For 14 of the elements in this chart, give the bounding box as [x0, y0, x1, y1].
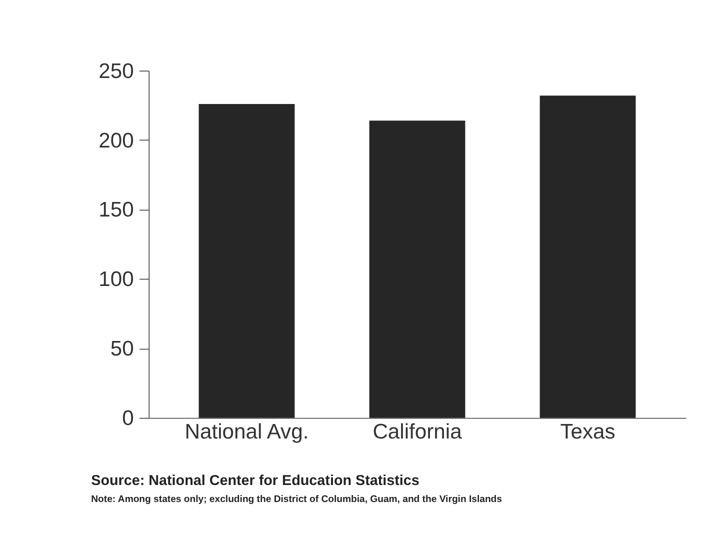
x-tick-label: National Avg. [184, 420, 309, 444]
y-tick-label: 150 [98, 198, 134, 222]
y-tick-label: 250 [98, 60, 134, 83]
y-tick-label: 50 [110, 338, 134, 361]
bar [369, 120, 466, 418]
x-tick-label: California [372, 420, 462, 444]
y-tick-label: 0 [122, 407, 134, 430]
y-tick-label: 200 [98, 129, 134, 152]
text: Note: Among states only; excluding the District of Columbia, Guam, and the Virgin Islands [91, 494, 502, 506]
bar [198, 104, 295, 418]
y-tick-label: 100 [98, 268, 134, 292]
bar [540, 96, 636, 418]
source-note: Source: National Center for Education Statistics [91, 472, 420, 489]
x-tick-label: Texas [560, 420, 616, 444]
